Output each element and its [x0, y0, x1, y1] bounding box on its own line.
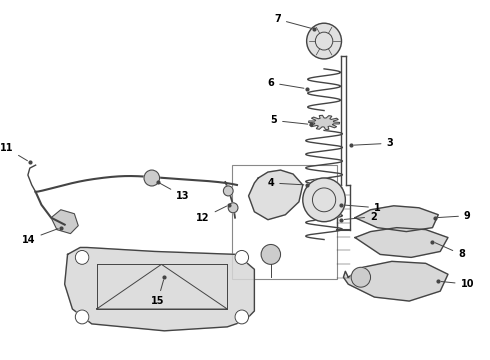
- Text: 4: 4: [268, 178, 304, 188]
- Circle shape: [223, 186, 233, 196]
- Polygon shape: [309, 115, 340, 130]
- Text: 7: 7: [274, 14, 312, 28]
- Text: 3: 3: [354, 138, 393, 148]
- Text: 11: 11: [0, 143, 27, 161]
- Text: 8: 8: [435, 243, 465, 260]
- Polygon shape: [51, 210, 78, 234]
- Bar: [232, 165, 337, 279]
- Text: 15: 15: [151, 280, 164, 306]
- Circle shape: [303, 178, 345, 222]
- Polygon shape: [248, 170, 303, 220]
- Polygon shape: [65, 247, 254, 331]
- Circle shape: [235, 310, 248, 324]
- Text: 10: 10: [441, 279, 474, 289]
- Circle shape: [75, 310, 89, 324]
- Polygon shape: [343, 261, 448, 301]
- Text: 2: 2: [344, 212, 377, 222]
- Circle shape: [144, 170, 160, 186]
- Text: 9: 9: [438, 211, 471, 221]
- Polygon shape: [355, 228, 448, 257]
- Circle shape: [228, 203, 238, 213]
- Circle shape: [307, 23, 342, 59]
- Circle shape: [235, 251, 248, 264]
- Text: 13: 13: [160, 183, 190, 201]
- Text: 5: 5: [270, 116, 308, 126]
- Circle shape: [261, 244, 280, 264]
- Text: 1: 1: [344, 203, 381, 213]
- Text: 6: 6: [268, 78, 304, 88]
- Polygon shape: [355, 206, 438, 231]
- Text: 14: 14: [22, 229, 58, 244]
- Text: 12: 12: [196, 206, 227, 223]
- Circle shape: [351, 267, 370, 287]
- Circle shape: [75, 251, 89, 264]
